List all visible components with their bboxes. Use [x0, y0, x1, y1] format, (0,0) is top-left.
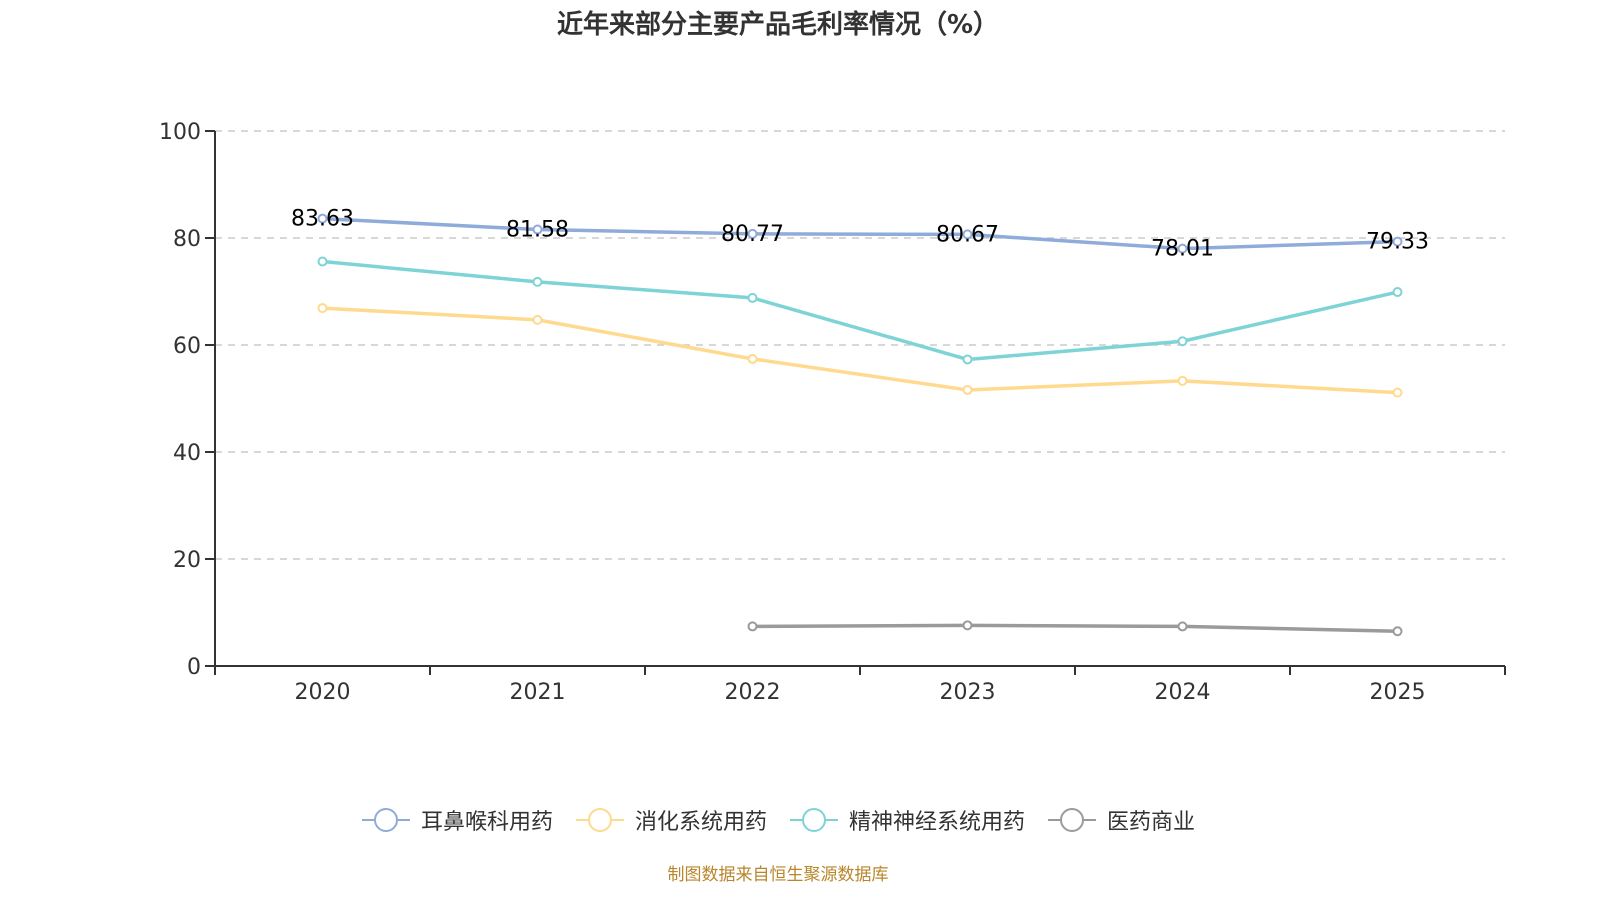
- data-point: [1177, 375, 1188, 386]
- line-chart: 0 20 40 60 80 100 2020 2021 2022 2023 2024 2025 83.…: [159, 120, 1506, 705]
- data-point: [747, 621, 758, 632]
- chart-title: 近年来部分主要产品毛利率情况（%）: [556, 10, 1000, 40]
- x-tick-label: 2022: [725, 680, 781, 705]
- data-point: [1392, 236, 1403, 247]
- legend-item[interactable]: 消化系统用药: [575, 804, 767, 836]
- y-tick-label: 80: [173, 227, 201, 252]
- data-labels: 83.63 81.58 80.77 80.67 78.01 79.33: [291, 207, 1429, 262]
- data-label: 80.67: [936, 222, 999, 247]
- data-point: [532, 276, 543, 287]
- legend-item[interactable]: 医药商业: [1047, 804, 1195, 836]
- data-label: 80.77: [721, 222, 784, 247]
- data-point: [317, 213, 328, 224]
- data-label: 78.01: [1151, 237, 1214, 262]
- x-tick-label: 2023: [940, 680, 996, 705]
- legend-item[interactable]: 精神神经系统用药: [789, 804, 1025, 836]
- legend-item[interactable]: 耳鼻喉科用药: [361, 804, 553, 836]
- series-line: [752, 623, 1398, 633]
- series-line: [322, 259, 1398, 362]
- legend-label: 精神神经系统用药: [849, 810, 1026, 835]
- x-tick-label: 2021: [510, 680, 566, 705]
- x-tick-label: 2025: [1370, 680, 1426, 705]
- source-footer: 制图数据来自恒生聚源数据库: [667, 865, 889, 885]
- data-point: [962, 229, 973, 240]
- axes: 0 20 40 60 80 100 2020 2021 2022 2023 2024 2025: [159, 120, 1506, 705]
- data-point: [532, 224, 543, 235]
- series-line: [322, 306, 1398, 395]
- x-tick-label: 2024: [1155, 680, 1211, 705]
- series-4: [747, 620, 1403, 637]
- legend-marker-icon: [1048, 808, 1097, 832]
- series-group: [317, 213, 1403, 637]
- legend-label: 耳鼻喉科用药: [420, 810, 553, 835]
- data-point: [1392, 626, 1403, 637]
- grid-lines: [215, 130, 1505, 560]
- data-point: [1177, 621, 1188, 632]
- data-point: [962, 384, 973, 395]
- y-tick-label: 0: [187, 655, 201, 680]
- series-2: [317, 303, 1403, 398]
- data-point: [962, 620, 973, 631]
- legend-marker-icon: [790, 808, 838, 832]
- legend-marker-icon: [575, 808, 624, 832]
- data-point: [532, 314, 543, 325]
- data-label: 81.58: [506, 218, 569, 243]
- y-tick-label: 20: [173, 548, 201, 573]
- data-point: [747, 353, 758, 364]
- data-point: [1177, 336, 1188, 347]
- data-point: [747, 292, 758, 303]
- data-point: [1392, 387, 1403, 398]
- data-label: 83.63: [291, 207, 354, 232]
- data-point: [1177, 243, 1188, 254]
- x-tick-label: 2020: [295, 680, 351, 705]
- y-tick-label: 100: [159, 120, 201, 145]
- legend-label: 消化系统用药: [634, 810, 767, 835]
- legend: 耳鼻喉科用药 消化系统用药 精神神经系统用药 医药商业: [0, 804, 1556, 836]
- y-tick-label: 40: [173, 441, 201, 466]
- data-point: [962, 354, 973, 365]
- data-point: [317, 303, 328, 314]
- data-point: [1392, 287, 1403, 298]
- y-tick-label: 60: [173, 334, 201, 359]
- legend-marker-icon: [361, 808, 410, 832]
- legend-label: 医药商业: [1107, 810, 1196, 835]
- data-point: [317, 256, 328, 267]
- data-label: 79.33: [1366, 230, 1429, 255]
- series-line: [322, 216, 1398, 251]
- series-3: [317, 256, 1403, 365]
- data-point: [747, 228, 758, 239]
- series-1: [317, 213, 1403, 254]
